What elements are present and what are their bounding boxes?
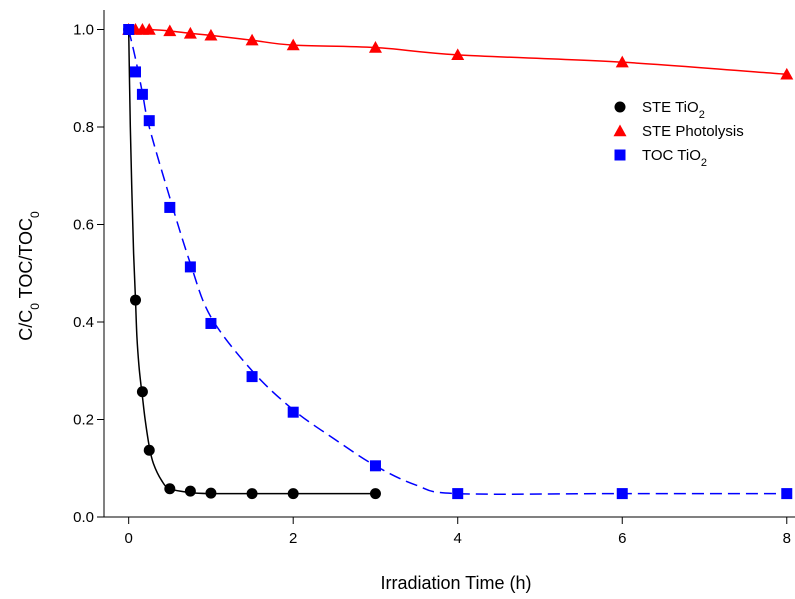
series-layer (122, 23, 794, 500)
y-axis-title-sub1: 0 (28, 303, 42, 310)
series-line (127, 29, 376, 495)
legend-label: STE TiO2 (642, 99, 705, 121)
data-point (616, 488, 628, 500)
data-point (780, 67, 794, 80)
data-point (163, 24, 177, 37)
y-axis-title-main: C/C (16, 310, 36, 341)
legend-label-subscript: 2 (701, 157, 707, 169)
x-tick-label: 8 (783, 530, 791, 547)
data-point (130, 66, 142, 78)
legend-label: TOC TiO2 (642, 147, 707, 169)
axes-layer: 0 2 4 6 8 0.0 0.2 0.4 0.6 0.8 1.0 (73, 10, 795, 547)
data-point (136, 386, 148, 398)
legend-label-text: TOC TiO (642, 147, 701, 164)
legend-label-subscript: 2 (699, 109, 705, 121)
legend-label-text: STE TiO (642, 99, 699, 116)
data-point (287, 488, 299, 500)
data-point (205, 317, 217, 329)
data-point (368, 41, 382, 53)
legend-marker (614, 101, 626, 113)
data-point (286, 38, 300, 51)
data-point (369, 460, 381, 472)
x-tick-label: 6 (618, 530, 626, 547)
series-0 (123, 24, 381, 500)
data-point (184, 261, 196, 273)
x-axis-title: Irradiation Time (h) (380, 573, 531, 593)
data-point (287, 406, 299, 418)
x-tick-label: 2 (289, 530, 297, 547)
x-tick-label: 0 (125, 530, 133, 547)
data-point (164, 483, 176, 495)
data-point (451, 48, 465, 61)
data-point (130, 294, 142, 306)
x-tick-label: 4 (454, 530, 462, 547)
data-point (142, 23, 156, 35)
legend-label: STE Photolysis (642, 123, 744, 140)
data-point (183, 26, 197, 39)
data-point (245, 33, 259, 46)
y-tick-label: 0.2 (73, 412, 94, 429)
y-axis-title-mid: TOC/TOC (16, 218, 36, 303)
data-point (143, 115, 155, 127)
y-tick-label: 0.4 (73, 314, 94, 331)
data-point (246, 488, 258, 500)
legend-label-text: STE Photolysis (642, 123, 744, 140)
series-1 (122, 23, 794, 80)
y-tick-label: 0.0 (73, 509, 94, 526)
y-tick-label: 0.8 (73, 119, 94, 136)
legend-marker (614, 149, 626, 161)
data-point (369, 488, 381, 500)
data-point (164, 201, 176, 213)
data-point (143, 444, 155, 456)
data-point (123, 24, 135, 35)
y-axis-title: C/C0 TOC/TOC0 (16, 211, 42, 341)
series-2 (123, 24, 793, 500)
data-point (781, 488, 793, 500)
y-tick-label: 0.6 (73, 217, 94, 234)
data-point (204, 28, 218, 41)
data-point (184, 485, 196, 497)
data-point (246, 371, 258, 383)
data-point (452, 488, 464, 500)
series-line (127, 29, 787, 495)
legend-marker (613, 124, 627, 137)
data-point (205, 487, 217, 499)
y-axis-title-sub2: 0 (28, 211, 42, 218)
y-tick-label: 1.0 (73, 22, 94, 39)
data-point (615, 55, 629, 68)
data-point (136, 88, 148, 100)
